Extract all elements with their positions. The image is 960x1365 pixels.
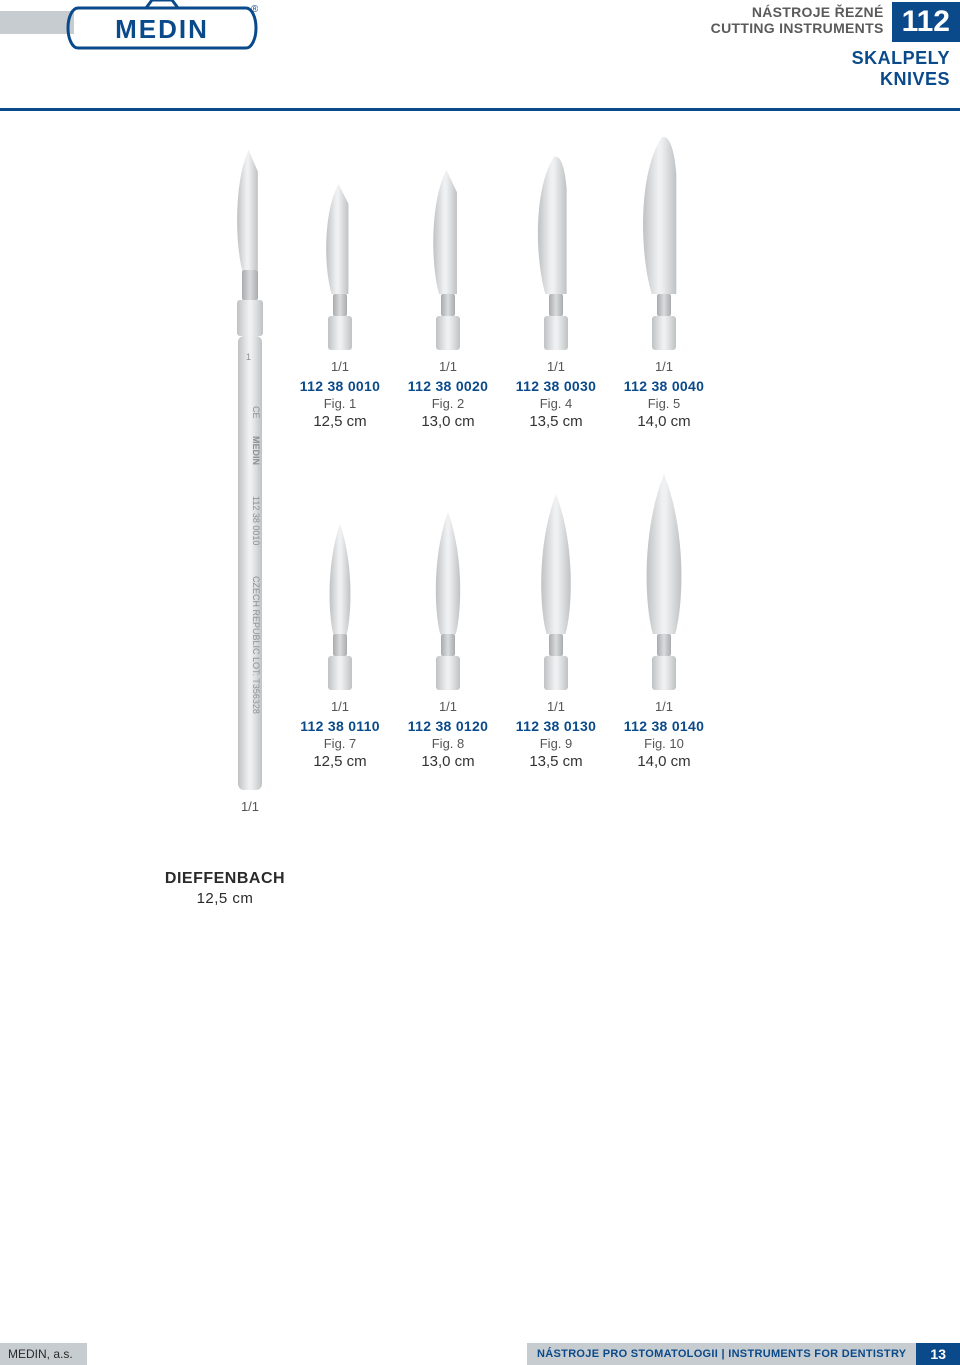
- knife-length: 14,0 cm: [614, 753, 714, 770]
- subcategory-label: SKALPELY KNIVES: [852, 48, 950, 89]
- main-scalpel-handle: 1 CE MEDIN 112 38 0010 CZECH REPUBLIC LOT: T…: [220, 150, 280, 818]
- knife-length: 12,5 cm: [290, 413, 390, 430]
- knife-code: 112 38 0120: [398, 718, 498, 734]
- knife-length: 13,0 cm: [398, 413, 498, 430]
- section-number: 112: [892, 2, 960, 42]
- category-line-1: NÁSTROJE ŘEZNÉ: [711, 4, 884, 20]
- brand-logo: MEDIN ®: [66, 0, 258, 58]
- knife-figure: Fig. 10: [614, 736, 714, 751]
- handle-scale: 1/1: [220, 799, 280, 814]
- header-left-bar: [0, 11, 74, 34]
- knife-illustration: [614, 474, 714, 690]
- knife-code: 112 38 0110: [290, 718, 390, 734]
- knife-length: 13,5 cm: [506, 413, 606, 430]
- knife-scale: 1/1: [398, 359, 498, 374]
- knife-illustration: [614, 134, 714, 350]
- knife-illustration: [506, 154, 606, 350]
- knife-figure: Fig. 4: [506, 396, 606, 411]
- page-footer: MEDIN, a.s. NÁSTROJE PRO STOMATOLOGII | …: [0, 1343, 960, 1365]
- knife-figure: Fig. 8: [398, 736, 498, 751]
- product-length: 12,5 cm: [150, 890, 300, 907]
- knife-length: 13,5 cm: [506, 753, 606, 770]
- svg-text:CE: CE: [251, 406, 261, 419]
- knife-code: 112 38 0130: [506, 718, 606, 734]
- category-label: NÁSTROJE ŘEZNÉ CUTTING INSTRUMENTS: [711, 2, 892, 42]
- knife-scale: 1/1: [506, 699, 606, 714]
- header-rule: [0, 108, 960, 111]
- handle-illustration: 1 CE MEDIN 112 38 0010 CZECH REPUBLIC LOT: T…: [220, 150, 280, 790]
- knife-figure: Fig. 1: [290, 396, 390, 411]
- knife-length: 14,0 cm: [614, 413, 714, 430]
- knife-figure: Fig. 7: [290, 736, 390, 751]
- knife-illustration: [290, 184, 390, 350]
- knife-illustration: [398, 170, 498, 350]
- svg-text:MEDIN: MEDIN: [115, 14, 209, 44]
- knife-code: 112 38 0010: [290, 378, 390, 394]
- knife-item: 1/1 112 38 0140 Fig. 10 14,0 cm: [614, 474, 714, 770]
- knife-scale: 1/1: [614, 699, 714, 714]
- knife-length: 13,0 cm: [398, 753, 498, 770]
- knife-code: 112 38 0140: [614, 718, 714, 734]
- knife-figure: Fig. 2: [398, 396, 498, 411]
- knife-scale: 1/1: [290, 699, 390, 714]
- knife-code: 112 38 0040: [614, 378, 714, 394]
- knife-item: 1/1 112 38 0010 Fig. 1 12,5 cm: [290, 184, 390, 430]
- knife-code: 112 38 0030: [506, 378, 606, 394]
- subcategory-line-2: KNIVES: [852, 69, 950, 90]
- knife-scale: 1/1: [614, 359, 714, 374]
- knife-scale: 1/1: [290, 359, 390, 374]
- subcategory-line-1: SKALPELY: [852, 48, 950, 69]
- knife-item: 1/1 112 38 0110 Fig. 7 12,5 cm: [290, 524, 390, 770]
- knife-scale: 1/1: [398, 699, 498, 714]
- knife-code: 112 38 0020: [398, 378, 498, 394]
- knife-item: 1/1 112 38 0040 Fig. 5 14,0 cm: [614, 134, 714, 430]
- footer-page-number: 13: [916, 1343, 960, 1365]
- knife-item: 1/1 112 38 0020 Fig. 2 13,0 cm: [398, 170, 498, 430]
- svg-text:1: 1: [246, 352, 251, 362]
- knife-length: 12,5 cm: [290, 753, 390, 770]
- page-header: MEDIN ® NÁSTROJE ŘEZNÉ CUTTING INSTRUMEN…: [0, 0, 960, 116]
- svg-text:112 38 0010: 112 38 0010: [251, 496, 261, 545]
- footer-company: MEDIN, a.s.: [0, 1343, 87, 1365]
- product-name: DIEFFENBACH: [150, 870, 300, 888]
- product-name-block: DIEFFENBACH 12,5 cm: [150, 870, 300, 907]
- knife-item: 1/1 112 38 0130 Fig. 9 13,5 cm: [506, 494, 606, 770]
- header-right: NÁSTROJE ŘEZNÉ CUTTING INSTRUMENTS 112: [711, 2, 960, 42]
- svg-text:CZECH REPUBLIC LOT: T356328: CZECH REPUBLIC LOT: T356328: [251, 576, 261, 714]
- knife-figure: Fig. 9: [506, 736, 606, 751]
- knife-figure: Fig. 5: [614, 396, 714, 411]
- category-line-2: CUTTING INSTRUMENTS: [711, 20, 884, 36]
- svg-text:MEDIN: MEDIN: [251, 436, 261, 465]
- knife-scale: 1/1: [506, 359, 606, 374]
- footer-right-text: NÁSTROJE PRO STOMATOLOGII | INSTRUMENTS …: [527, 1343, 916, 1365]
- knife-illustration: [290, 524, 390, 690]
- knife-item: 1/1 112 38 0120 Fig. 8 13,0 cm: [398, 512, 498, 770]
- footer-right: NÁSTROJE PRO STOMATOLOGII | INSTRUMENTS …: [527, 1343, 960, 1365]
- knife-item: 1/1 112 38 0030 Fig. 4 13,5 cm: [506, 154, 606, 430]
- svg-text:®: ®: [251, 4, 258, 15]
- knife-illustration: [506, 494, 606, 690]
- knife-illustration: [398, 512, 498, 690]
